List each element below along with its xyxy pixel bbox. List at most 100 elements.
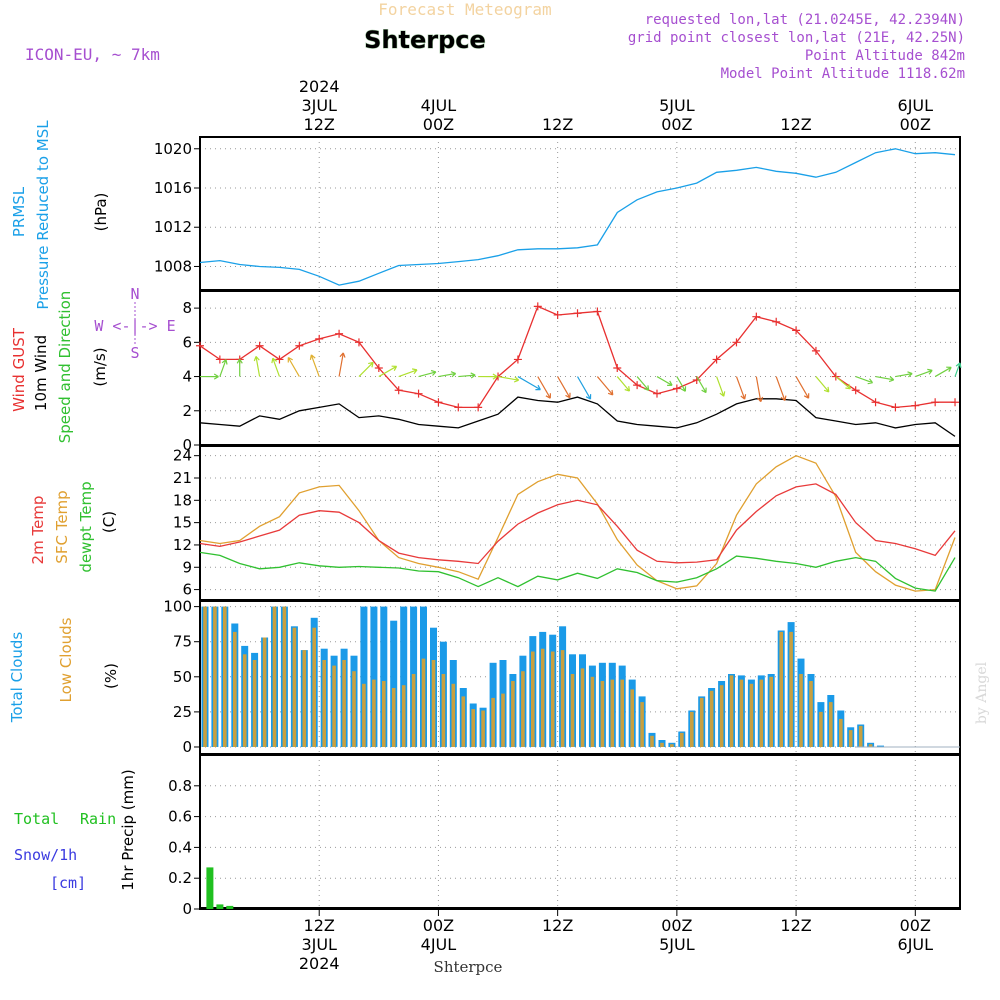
low-cloud-bar xyxy=(620,679,624,747)
wind-arrow xyxy=(755,376,764,403)
gust-marker xyxy=(315,334,324,343)
top-time-label: 4JUL xyxy=(421,96,457,115)
gust-marker xyxy=(255,341,264,350)
precip-unit: 1hr Precip (mm) xyxy=(119,769,137,890)
wind-arrow xyxy=(497,375,520,383)
low-cloud-bar xyxy=(858,725,863,747)
panel-frame xyxy=(199,754,961,910)
ytick-label: 24 xyxy=(173,447,192,465)
ytick-label: 12 xyxy=(173,536,192,554)
ytick-label: 0.8 xyxy=(168,777,192,795)
wind-arrow xyxy=(287,356,300,377)
temp-unit: (C) xyxy=(100,511,118,533)
gust-marker xyxy=(871,398,880,407)
low-cloud-bar xyxy=(391,688,396,747)
wind-arrow xyxy=(517,376,541,391)
top-time-label: 12Z xyxy=(780,115,811,134)
wind-arrow xyxy=(236,358,243,377)
panel-3: 0 25 50 75 100 xyxy=(163,598,961,756)
ytick-label: 0 xyxy=(182,436,192,454)
bottom-time-label: 12Z xyxy=(780,916,811,935)
rain-bar xyxy=(226,905,234,909)
wind-arrow xyxy=(378,365,398,378)
ytick-label: 6 xyxy=(182,333,192,351)
compass-rose: W <-|-> E N S xyxy=(94,285,175,362)
top-time-label: 00Z xyxy=(900,115,931,134)
gust-marker xyxy=(295,341,304,350)
low-cloud-bar xyxy=(680,732,684,747)
low-cloud-bar xyxy=(739,679,744,747)
bottom-time-label: 12Z xyxy=(304,916,335,935)
rain-bar xyxy=(216,904,224,909)
ytick-label: 1016 xyxy=(154,179,192,197)
clouds-label-total: Total Clouds xyxy=(8,632,26,724)
gust-marker xyxy=(553,310,562,319)
wind-arrow xyxy=(253,356,261,377)
gust-marker xyxy=(215,355,224,364)
low-cloud-bar xyxy=(531,651,535,747)
low-cloud-bar xyxy=(382,681,386,747)
low-cloud-bar xyxy=(511,681,515,747)
low-cloud-bar xyxy=(848,730,853,747)
gust-marker xyxy=(354,338,363,347)
model-name: ICON-EU, ~ 7km xyxy=(25,45,160,64)
wind-arrow xyxy=(815,376,830,393)
top-time-label: 00Z xyxy=(661,115,692,134)
wind-arrow xyxy=(855,375,874,385)
low-cloud-bar xyxy=(819,711,823,747)
low-cloud-bar xyxy=(809,681,813,747)
low-cloud-bar xyxy=(799,674,803,747)
total-cloud-bar xyxy=(877,745,884,747)
low-cloud-bar xyxy=(213,606,217,747)
panel-1: 0 2 4 6 8 xyxy=(182,290,962,454)
gust-marker xyxy=(772,317,781,326)
low-cloud-bar xyxy=(252,660,257,747)
low-cloud-bar xyxy=(560,650,565,747)
low-cloud-bar xyxy=(481,710,485,747)
gust-marker xyxy=(275,355,284,364)
ytick-label: 0 xyxy=(182,738,192,756)
low-cloud-bar xyxy=(372,679,376,747)
top-time-label: 00Z xyxy=(423,115,454,134)
total-cloud-bar xyxy=(390,620,398,747)
point-altitude: Point Altitude 842m xyxy=(805,48,965,64)
ytick-label: 2 xyxy=(182,402,192,420)
ytick-label: 1020 xyxy=(154,140,192,158)
low-cloud-bar xyxy=(272,606,277,747)
total-cloud-bar xyxy=(370,606,378,747)
low-cloud-bar xyxy=(282,606,287,747)
panel-frame xyxy=(199,136,961,291)
gust-marker xyxy=(732,338,741,347)
ytick-label: 1012 xyxy=(154,218,192,236)
low-cloud-bar xyxy=(441,674,446,747)
wind-arrow xyxy=(676,376,687,392)
wind-label-gust: Wind GUST xyxy=(10,327,28,412)
bottom-time-label: 00Z xyxy=(423,916,454,935)
wind-arrow xyxy=(199,373,219,380)
wind-arrow xyxy=(338,352,346,377)
panel-frame xyxy=(199,290,961,446)
bottom-time-label: 5JUL xyxy=(659,935,695,954)
bottom-time-label: 00Z xyxy=(661,916,692,935)
bottom-time-label: 00Z xyxy=(900,916,931,935)
gust-marker xyxy=(573,309,582,318)
pressure-line xyxy=(199,148,956,286)
bottom-time-label: 12Z xyxy=(542,916,573,935)
wind-arrow xyxy=(478,373,498,380)
low-cloud-bar xyxy=(362,683,366,747)
gust-marker xyxy=(911,401,920,410)
low-cloud-bar xyxy=(839,718,843,747)
panel-0: 1008 1012 1016 1020 xyxy=(154,136,961,291)
temp-label-2m: 2m Temp xyxy=(29,496,47,565)
wind-arrow xyxy=(795,376,810,399)
wind-arrow xyxy=(616,376,631,392)
top-time-label: 6JUL xyxy=(898,96,934,115)
gust-marker xyxy=(811,346,820,355)
temp-label-sfc: SFC Temp xyxy=(53,490,71,563)
low-cloud-bar xyxy=(540,648,545,747)
low-cloud-bar xyxy=(431,660,436,747)
low-cloud-bar xyxy=(501,693,505,747)
low-cloud-bar xyxy=(262,637,267,747)
wind-arrow xyxy=(358,361,374,377)
low-cloud-bar xyxy=(322,660,326,747)
